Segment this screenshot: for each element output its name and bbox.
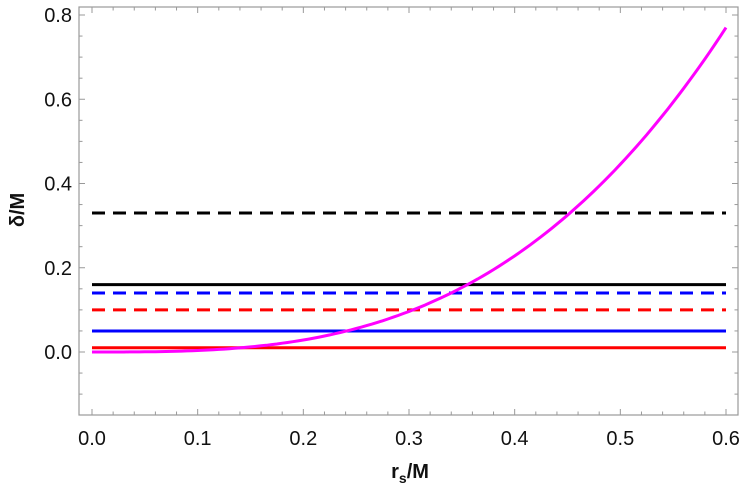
x-tick-label: 0.6 [712,428,740,450]
y-axis-label: δ/M [7,193,29,227]
x-tick-label: 0.2 [289,428,317,450]
x-axis-label: rs/M [391,461,429,486]
y-tick-label: 0.6 [44,89,72,111]
y-tick-label: 0.0 [44,342,72,364]
y-tick-label: 0.2 [44,258,72,280]
ticks: 0.0 0.1 0.2 0.3 0.4 0.5 0.6 0.0 0.2 0.4 0.6 0.8 [44,5,740,450]
x-tick-label: 0.0 [78,428,106,450]
plot-marks [92,26,728,354]
series-line-6 [92,26,728,354]
x-tick-label: 0.3 [395,428,423,450]
x-tick-label: 0.5 [606,428,634,450]
y-tick-label: 0.4 [44,174,72,196]
y-tick-label: 0.8 [44,5,72,27]
x-tick-label: 0.1 [184,428,212,450]
x-tick-label: 0.4 [501,428,529,450]
plot-frame [78,6,739,416]
